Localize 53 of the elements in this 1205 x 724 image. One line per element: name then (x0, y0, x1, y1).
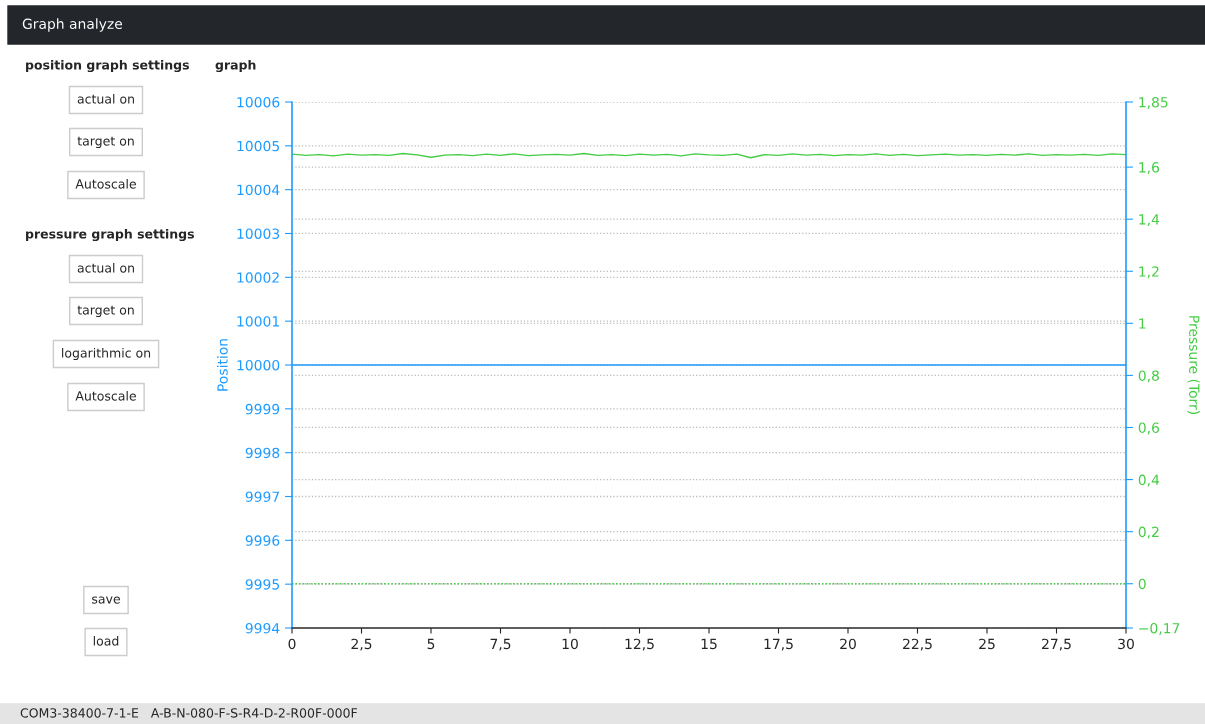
x-tick-label: 5 (427, 638, 435, 650)
x-tick-label: 15 (701, 638, 717, 650)
y-tick-label: 9999 (245, 403, 280, 415)
y-tick-label: 9997 (245, 491, 280, 502)
y-tick-label: 9994 (245, 622, 280, 634)
text: target on (77, 305, 134, 318)
text: position graph settings (26, 59, 189, 73)
x-tick-label: 20 (840, 638, 856, 650)
text: load (93, 635, 119, 646)
x-tick-label: 0 (288, 638, 296, 650)
x-tick-label: 12,5 (625, 638, 654, 651)
y2-tick-label: 1,85 (1139, 96, 1168, 109)
y-tick-label: 10005 (237, 140, 279, 152)
y2-tick-label: 1,4 (1139, 214, 1160, 227)
x-tick-label: 27,5 (1042, 638, 1071, 651)
x-tick-label: 30 (1118, 638, 1134, 650)
text: actual on (77, 262, 134, 273)
x-tick-label: 2,5 (351, 638, 372, 651)
y2-tick-label: 1,6 (1139, 162, 1160, 174)
y-tick-label: 9995 (245, 579, 279, 590)
x-tick-label: 25 (979, 638, 995, 650)
x-tick-label: 10 (562, 638, 578, 650)
y2-tick-label: 0,2 (1138, 526, 1159, 539)
y2-tick-label: 0,8 (1138, 370, 1159, 383)
text: target on (77, 136, 134, 149)
x-tick-label: 7,5 (490, 638, 511, 651)
text: pressure graph settings (26, 228, 194, 242)
text: COM3-38400-7-1-E A-B-N-080-F-S-R4-D-2-R00F-000F (20, 708, 357, 718)
chart-subtitle: graph (215, 59, 256, 73)
y-tick-label: 10000 (237, 359, 280, 371)
text: Graph analyze (22, 18, 123, 32)
y2-tick-label: 0,6 (1138, 422, 1160, 435)
text: Autoscale (75, 390, 136, 401)
y-axis-title: Position (217, 339, 228, 391)
y-tick-label: 9996 (245, 535, 280, 546)
y-tick-label: 10002 (237, 272, 279, 283)
y2-tick-label: −0,17 (1139, 622, 1180, 635)
x-tick-label: 17,5 (764, 638, 793, 651)
y2-axis-title: Pressure (Torr) (1187, 316, 1200, 414)
text: save (92, 596, 120, 604)
y-tick-label: 9998 (245, 447, 280, 459)
text: Autoscale (75, 178, 136, 189)
y2-tick-label: 1,2 (1139, 266, 1159, 279)
x-tick-label: 22,5 (903, 638, 932, 651)
text: logarithmic on (62, 347, 151, 361)
y-tick-label: 10004 (237, 184, 280, 196)
y2-tick-label: 0,4 (1138, 474, 1160, 487)
y2-tick-label: 0 (1138, 578, 1146, 590)
text: actual on (77, 93, 134, 104)
y-tick-label: 10001 (237, 316, 279, 327)
y2-tick-label: 1 (1139, 318, 1146, 329)
y-tick-label: 10006 (237, 96, 280, 108)
y-tick-label: 10003 (237, 228, 280, 239)
